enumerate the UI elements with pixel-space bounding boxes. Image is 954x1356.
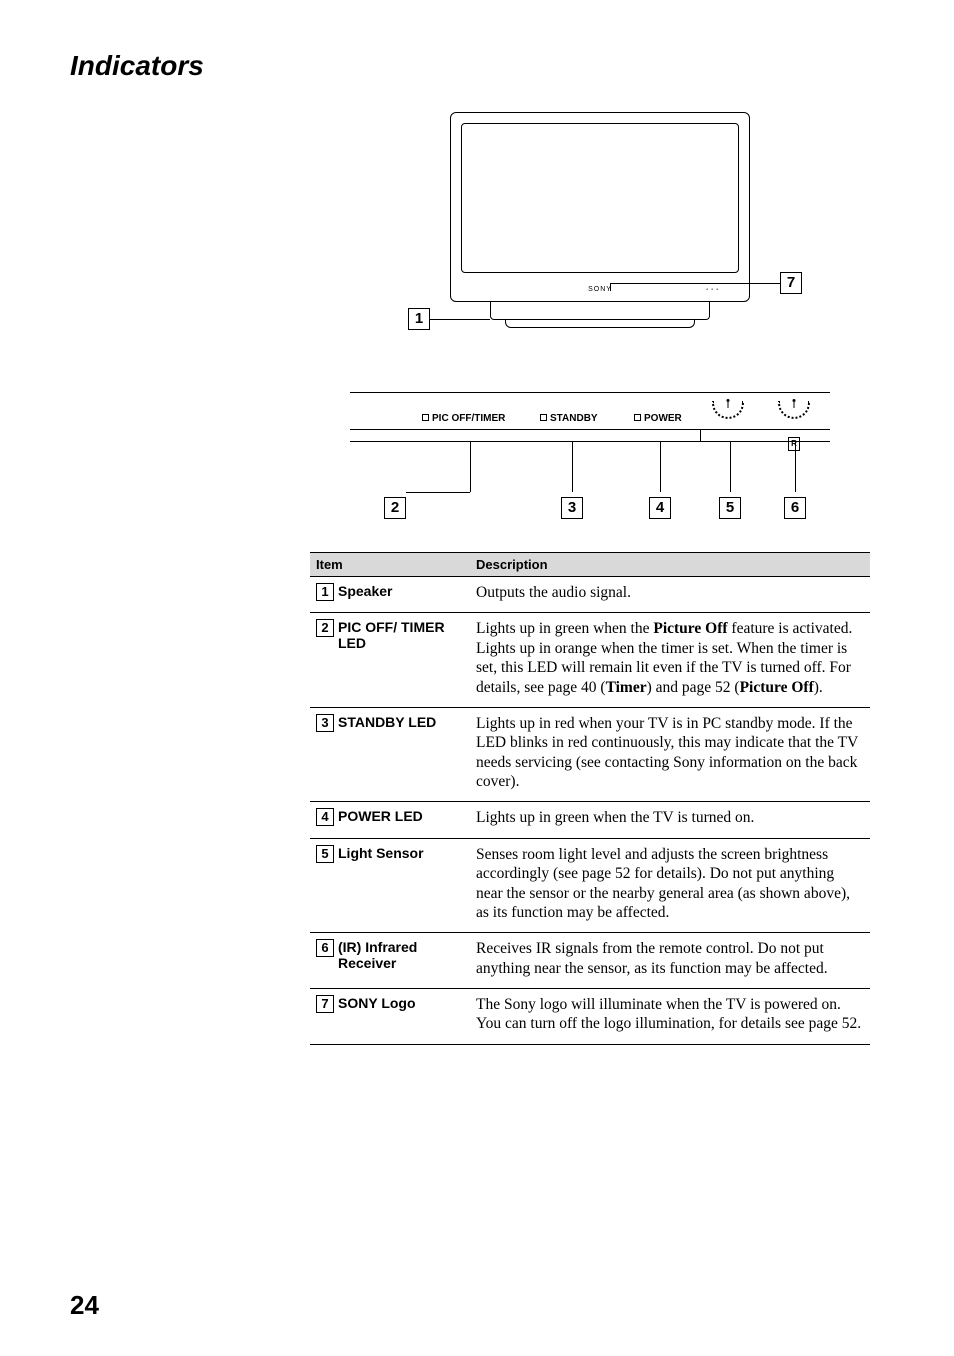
item-cell: 3STANDBY LED: [310, 707, 470, 802]
panel-label-picoff: PIC OFF/TIMER: [422, 413, 505, 424]
item-number: 4: [316, 808, 334, 826]
item-label: PIC OFF/ TIMER LED: [338, 619, 456, 651]
item-number: 2: [316, 619, 334, 637]
item-cell: 6(IR) Infrared Receiver: [310, 933, 470, 989]
desc-cell: Outputs the audio signal.: [470, 577, 870, 613]
item-number: 7: [316, 995, 334, 1013]
col-desc: Description: [470, 553, 870, 577]
item-cell: 4POWER LED: [310, 802, 470, 838]
callout-5: 5: [719, 497, 741, 519]
table-row: 4POWER LEDLights up in green when the TV…: [310, 802, 870, 838]
tv-brand-label: SONY: [588, 286, 612, 293]
item-label: (IR) Infrared Receiver: [338, 939, 456, 971]
panel-label-power: POWER: [634, 413, 682, 424]
table-row: 1SpeakerOutputs the audio signal.: [310, 577, 870, 613]
item-cell: 1Speaker: [310, 577, 470, 613]
table-row: 3STANDBY LEDLights up in red when your T…: [310, 707, 870, 802]
item-label: Speaker: [338, 583, 392, 599]
item-label: POWER LED: [338, 808, 423, 824]
desc-cell: Lights up in green when the TV is turned…: [470, 802, 870, 838]
callout-6: 6: [784, 497, 806, 519]
item-label: SONY Logo: [338, 995, 416, 1011]
desc-cell: The Sony logo will illuminate when the T…: [470, 989, 870, 1045]
panel-label-standby: STANDBY: [540, 413, 598, 424]
item-label: STANDBY LED: [338, 714, 436, 730]
table-row: 5Light SensorSenses room light level and…: [310, 838, 870, 933]
ir-receiver-icon: R: [788, 437, 800, 451]
table-row: 6(IR) Infrared ReceiverReceives IR signa…: [310, 933, 870, 989]
callout-4: 4: [649, 497, 671, 519]
desc-cell: Lights up in green when the Picture Off …: [470, 613, 870, 708]
page-title: Indicators: [70, 50, 884, 82]
desc-cell: Lights up in red when your TV is in PC s…: [470, 707, 870, 802]
table-row: 7SONY LogoThe Sony logo will illuminate …: [310, 989, 870, 1045]
indicators-table: Item Description 1SpeakerOutputs the aud…: [310, 552, 870, 1045]
callout-3: 3: [561, 497, 583, 519]
table-row: 2PIC OFF/ TIMER LEDLights up in green wh…: [310, 613, 870, 708]
item-cell: 5Light Sensor: [310, 838, 470, 933]
page-number: 24: [70, 1290, 99, 1321]
callout-7: 7: [780, 272, 802, 294]
desc-cell: Senses room light level and adjusts the …: [470, 838, 870, 933]
tv-diagram: SONY • • • 1 7 PIC OFF/TIMER STANDBY POW…: [310, 112, 870, 532]
item-label: Light Sensor: [338, 845, 424, 861]
item-number: 6: [316, 939, 334, 957]
item-number: 5: [316, 845, 334, 863]
callout-1: 1: [408, 308, 430, 330]
desc-cell: Receives IR signals from the remote cont…: [470, 933, 870, 989]
item-number: 3: [316, 714, 334, 732]
item-number: 1: [316, 583, 334, 601]
item-cell: 2PIC OFF/ TIMER LED: [310, 613, 470, 708]
tv-outline: SONY • • •: [450, 112, 750, 332]
callout-2: 2: [384, 497, 406, 519]
indicator-panel: PIC OFF/TIMER STANDBY POWER R: [350, 392, 830, 442]
item-cell: 7SONY Logo: [310, 989, 470, 1045]
col-item: Item: [310, 553, 470, 577]
